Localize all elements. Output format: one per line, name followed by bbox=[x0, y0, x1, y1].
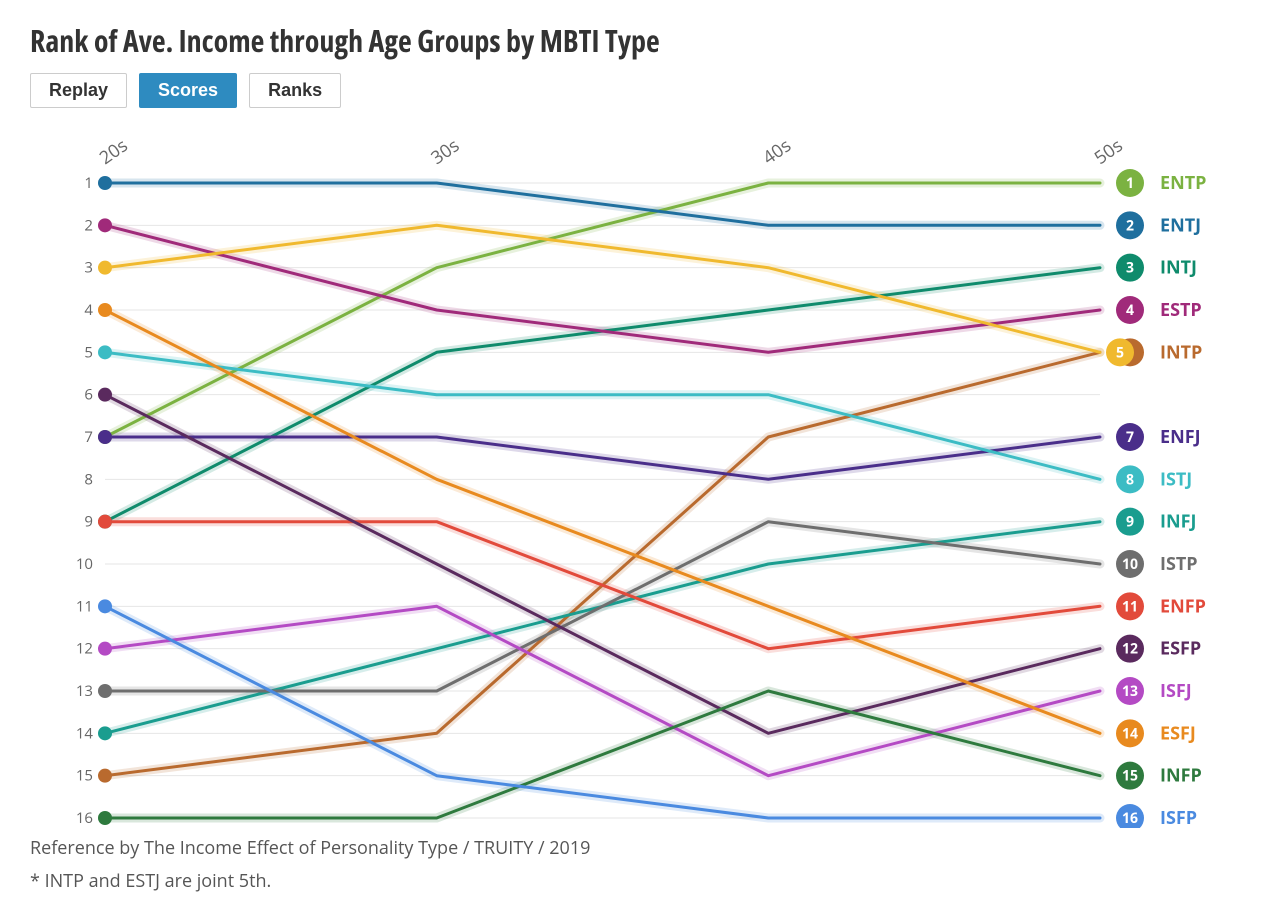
svg-text:1: 1 bbox=[84, 173, 93, 193]
svg-text:40s: 40s bbox=[758, 134, 796, 170]
svg-text:13: 13 bbox=[76, 681, 93, 701]
svg-text:16: 16 bbox=[76, 808, 93, 828]
svg-text:ESTP: ESTP bbox=[1160, 298, 1202, 322]
scores-button[interactable]: Scores bbox=[139, 73, 237, 108]
svg-text:16: 16 bbox=[1122, 809, 1138, 828]
footnote-reference: Reference by The Income Effect of Person… bbox=[30, 836, 1250, 861]
svg-text:12: 12 bbox=[1122, 640, 1138, 659]
svg-text:12: 12 bbox=[76, 639, 93, 659]
svg-text:10: 10 bbox=[76, 554, 93, 574]
svg-text:30s: 30s bbox=[426, 134, 464, 170]
svg-text:9: 9 bbox=[1126, 513, 1134, 532]
svg-text:ESFJ: ESFJ bbox=[1160, 721, 1196, 745]
svg-text:1: 1 bbox=[1126, 174, 1134, 193]
svg-text:ESFP: ESFP bbox=[1160, 637, 1201, 661]
svg-text:ENFJ: ENFJ bbox=[1160, 425, 1201, 449]
svg-text:9: 9 bbox=[84, 512, 93, 532]
svg-text:3: 3 bbox=[1126, 259, 1134, 278]
svg-text:15: 15 bbox=[76, 766, 93, 786]
footnote-asterisk: * INTP and ESTJ are joint 5th. bbox=[30, 869, 1250, 894]
svg-text:INFP: INFP bbox=[1160, 764, 1202, 788]
svg-text:2: 2 bbox=[84, 215, 93, 235]
svg-text:15: 15 bbox=[1122, 767, 1138, 786]
svg-text:ISTP: ISTP bbox=[1160, 552, 1198, 576]
svg-text:20s: 20s bbox=[95, 134, 133, 170]
svg-text:10: 10 bbox=[1122, 555, 1138, 574]
svg-text:6: 6 bbox=[84, 385, 93, 405]
svg-text:14: 14 bbox=[1122, 724, 1138, 743]
svg-text:ISFP: ISFP bbox=[1160, 806, 1197, 828]
svg-text:4: 4 bbox=[1126, 301, 1134, 320]
svg-text:11: 11 bbox=[1122, 597, 1138, 616]
svg-text:8: 8 bbox=[84, 469, 93, 489]
bump-chart-svg: 1234567891011121314151620s30s40s50s1ENTP… bbox=[30, 128, 1250, 828]
svg-text:11: 11 bbox=[76, 596, 93, 616]
svg-text:ENTJ: ENTJ bbox=[1160, 213, 1201, 237]
svg-text:INFJ: INFJ bbox=[1160, 510, 1196, 534]
replay-button[interactable]: Replay bbox=[30, 73, 127, 108]
svg-text:5: 5 bbox=[1116, 343, 1124, 362]
button-row: Replay Scores Ranks bbox=[30, 73, 1250, 108]
svg-text:2: 2 bbox=[1126, 216, 1134, 235]
svg-text:8: 8 bbox=[1126, 470, 1134, 489]
chart-title: Rank of Ave. Income through Age Groups b… bbox=[30, 20, 1250, 61]
ranks-button[interactable]: Ranks bbox=[249, 73, 341, 108]
svg-text:INTP: INTP bbox=[1160, 340, 1202, 364]
svg-text:5: 5 bbox=[84, 342, 93, 362]
svg-text:13: 13 bbox=[1122, 682, 1138, 701]
svg-text:4: 4 bbox=[84, 300, 93, 320]
svg-text:ENTP: ENTP bbox=[1160, 171, 1206, 195]
svg-text:ISTJ: ISTJ bbox=[1160, 467, 1192, 491]
svg-text:50s: 50s bbox=[1090, 134, 1128, 170]
svg-text:ENFP: ENFP bbox=[1160, 594, 1206, 618]
svg-text:7: 7 bbox=[1126, 428, 1134, 447]
svg-text:7: 7 bbox=[84, 427, 93, 447]
chart-area: 1234567891011121314151620s30s40s50s1ENTP… bbox=[30, 128, 1250, 828]
svg-text:3: 3 bbox=[84, 258, 93, 278]
svg-text:INTJ: INTJ bbox=[1160, 256, 1197, 280]
svg-text:ISFJ: ISFJ bbox=[1160, 679, 1192, 703]
svg-text:14: 14 bbox=[76, 723, 94, 743]
